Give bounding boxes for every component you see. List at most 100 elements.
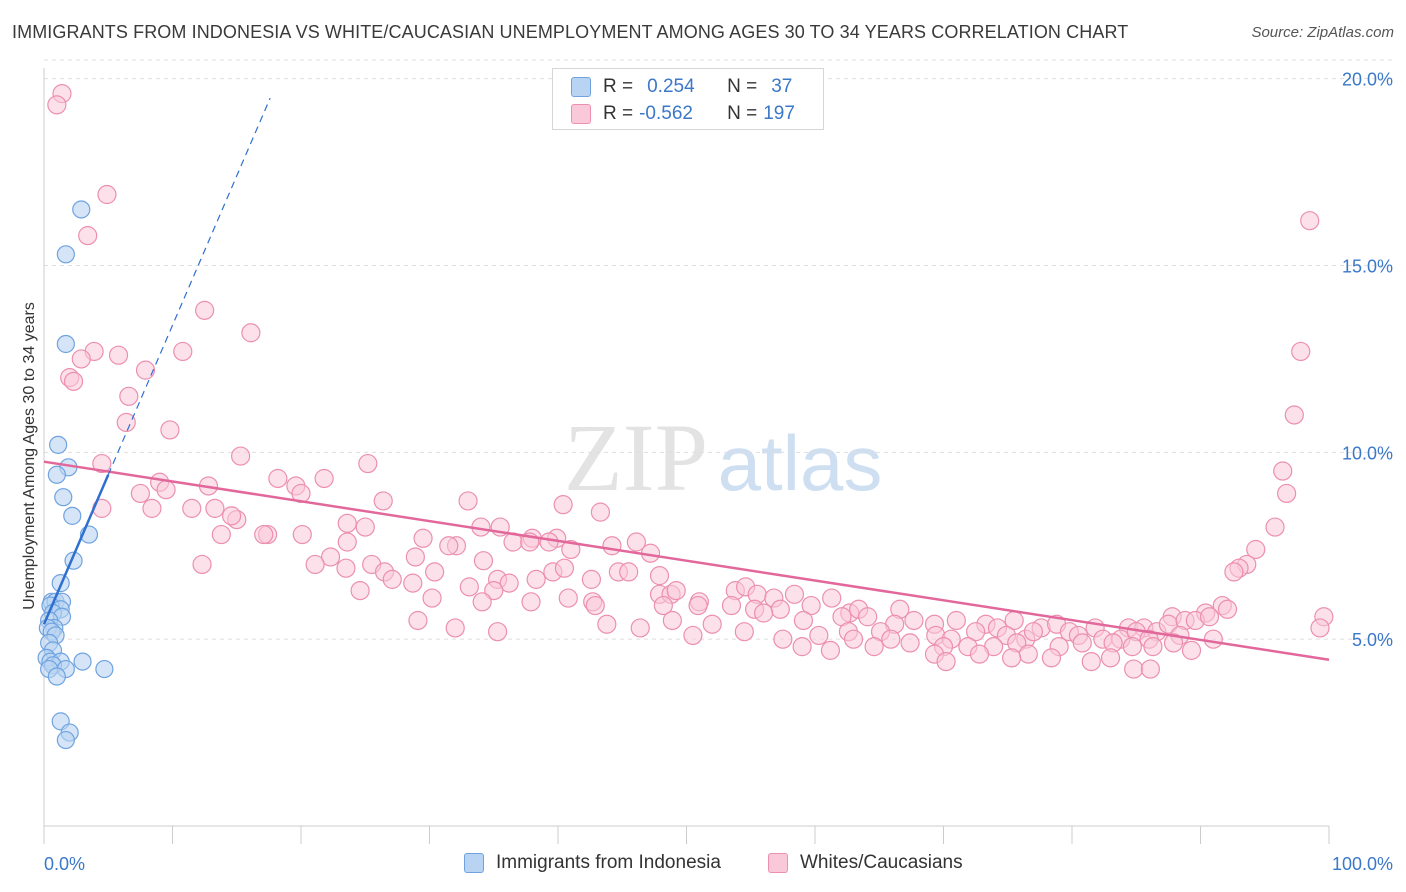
- source-credit: Source: ZipAtlas.com: [1251, 24, 1394, 41]
- data-point-white: [314, 468, 334, 489]
- data-point-white: [1199, 607, 1220, 627]
- data-point-white: [108, 345, 129, 365]
- data-point-white: [1023, 622, 1044, 642]
- data-point-indonesia: [95, 659, 114, 679]
- legend-label-indonesia: Immigrants from Indonesia: [496, 852, 721, 873]
- data-point-white: [630, 618, 650, 638]
- data-point-white: [770, 599, 790, 619]
- data-point-white: [97, 184, 117, 205]
- data-point-white: [211, 524, 231, 545]
- indonesia-legend-swatch: [464, 853, 484, 873]
- data-point-indonesia: [72, 200, 91, 219]
- y-tick-label: 20.0%: [1342, 70, 1393, 90]
- data-point-white: [337, 513, 357, 533]
- data-point-white: [721, 595, 742, 616]
- legend-r-value: 0.254: [647, 76, 695, 97]
- legend-n-label: N =: [727, 76, 758, 97]
- data-point-white: [1124, 659, 1144, 679]
- data-point-white: [858, 607, 878, 627]
- data-point-white: [130, 483, 150, 504]
- data-point-white: [1203, 629, 1223, 649]
- data-point-white: [784, 584, 805, 604]
- data-point-white: [809, 625, 829, 646]
- data-point-white: [195, 300, 215, 320]
- series-indonesia-points: [37, 200, 114, 750]
- data-point-white: [773, 629, 793, 649]
- data-point-white: [801, 595, 821, 616]
- data-point-white: [864, 637, 884, 657]
- data-point-white: [222, 506, 242, 526]
- data-point-white: [403, 573, 423, 593]
- data-point-white: [1310, 618, 1330, 638]
- data-point-white: [1143, 637, 1163, 657]
- data-point-white: [581, 569, 602, 589]
- series-white-points: [47, 84, 1334, 679]
- data-point-white: [1276, 483, 1297, 504]
- data-point-white: [653, 595, 673, 616]
- data-point-white: [337, 532, 357, 552]
- y-tick-label: 10.0%: [1342, 443, 1393, 463]
- trend-lines: [42, 97, 1330, 661]
- data-point-white: [156, 480, 176, 500]
- data-point-white: [382, 569, 402, 589]
- data-point-white: [292, 524, 312, 545]
- data-point-white: [472, 592, 492, 612]
- data-point-white: [585, 595, 605, 616]
- tick-labels: 5.0% 10.0% 15.0% 20.0% 0.0% 100.0%: [44, 70, 1393, 874]
- data-point-indonesia: [49, 435, 68, 454]
- y-tick-label: 5.0%: [1352, 630, 1393, 650]
- data-point-white: [1100, 648, 1121, 668]
- data-point-white: [904, 610, 924, 631]
- legend-row-white: R = -0.562 N = 197: [571, 102, 795, 126]
- data-point-white: [946, 610, 966, 631]
- data-point-white: [1265, 517, 1285, 537]
- data-point-indonesia: [56, 334, 75, 354]
- legend-item-white[interactable]: Whites/Caucasians: [768, 852, 963, 874]
- data-point-white: [1041, 648, 1062, 668]
- trend-line-indonesia: [42, 474, 110, 625]
- data-point-white: [966, 622, 986, 642]
- data-point-white: [142, 498, 162, 518]
- data-point-white: [649, 566, 670, 586]
- white-swatch: [571, 104, 591, 124]
- legend-row-indonesia: R = 0.254 N = 37: [571, 75, 792, 99]
- data-point-indonesia: [73, 652, 92, 671]
- data-point-white: [792, 637, 812, 657]
- data-point-white: [439, 536, 459, 556]
- data-point-white: [666, 580, 686, 601]
- data-point-white: [626, 532, 646, 552]
- data-point-white: [1122, 637, 1142, 657]
- data-point-white: [1002, 648, 1022, 668]
- data-point-white: [521, 592, 541, 612]
- data-point-white: [320, 547, 341, 567]
- data-point-indonesia: [56, 245, 75, 264]
- gridlines: [44, 59, 1392, 640]
- data-point-white: [499, 573, 519, 593]
- data-point-white: [355, 517, 375, 537]
- watermark-zip: ZIP: [564, 404, 708, 511]
- data-point-white: [662, 610, 682, 631]
- data-point-white: [405, 547, 425, 567]
- data-point-indonesia: [63, 506, 82, 525]
- data-point-white: [969, 644, 990, 664]
- data-point-white: [843, 629, 864, 649]
- data-point-white: [231, 446, 251, 466]
- y-tick-label: 15.0%: [1342, 257, 1393, 277]
- data-point-white: [1140, 659, 1160, 679]
- data-point-white: [241, 323, 261, 343]
- data-point-white: [1300, 211, 1320, 231]
- data-point-white: [753, 603, 774, 623]
- legend-item-indonesia[interactable]: Immigrants from Indonesia: [464, 852, 721, 874]
- data-point-white: [1072, 633, 1092, 653]
- data-point-white: [268, 468, 288, 489]
- data-point-white: [597, 614, 617, 634]
- correlation-legend: R = 0.254 N = 37 R = -0.562 N = 197: [552, 68, 824, 130]
- axes: [43, 68, 1330, 844]
- x-tick-label: 0.0%: [44, 854, 85, 874]
- data-point-white: [539, 532, 559, 552]
- series-legend: Immigrants from Indonesia Whites/Caucasi…: [0, 852, 1406, 878]
- data-point-white: [488, 622, 508, 642]
- data-point-white: [602, 536, 622, 556]
- data-point-white: [526, 569, 546, 589]
- data-point-white: [1081, 651, 1101, 672]
